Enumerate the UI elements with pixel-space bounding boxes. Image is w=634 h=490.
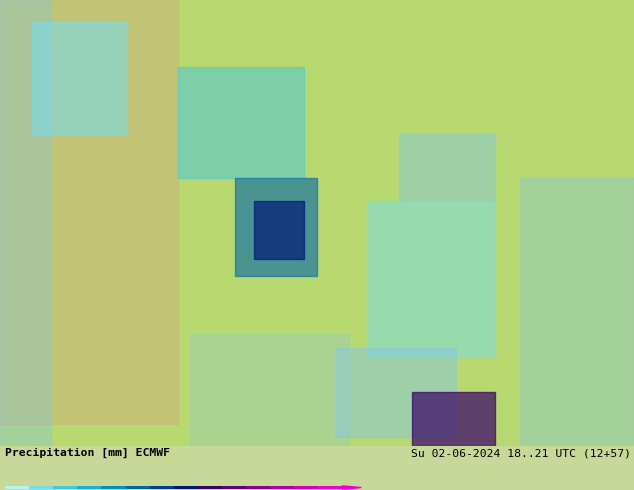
Polygon shape: [342, 486, 361, 489]
Bar: [198, 487, 222, 489]
Bar: [190, 334, 349, 446]
Bar: [270, 487, 294, 489]
Polygon shape: [336, 348, 456, 437]
Polygon shape: [368, 201, 495, 357]
Bar: [126, 487, 150, 489]
Bar: [399, 134, 495, 201]
Polygon shape: [32, 22, 127, 134]
Bar: [222, 487, 246, 489]
Text: Precipitation [mm] ECMWF: Precipitation [mm] ECMWF: [5, 448, 170, 458]
Bar: [0, 0, 51, 446]
Bar: [5, 487, 29, 489]
Polygon shape: [254, 201, 304, 259]
Bar: [318, 487, 342, 489]
Text: Su 02-06-2024 18..21 UTC (12+57): Su 02-06-2024 18..21 UTC (12+57): [411, 448, 631, 458]
Polygon shape: [412, 392, 495, 446]
Polygon shape: [235, 178, 317, 276]
Bar: [150, 487, 174, 489]
Bar: [101, 487, 126, 489]
Bar: [0, 0, 178, 423]
Polygon shape: [178, 67, 304, 178]
Bar: [174, 487, 198, 489]
Bar: [53, 487, 77, 489]
Bar: [77, 487, 101, 489]
Bar: [294, 487, 318, 489]
Bar: [520, 178, 634, 446]
Bar: [29, 487, 53, 489]
Bar: [246, 487, 270, 489]
